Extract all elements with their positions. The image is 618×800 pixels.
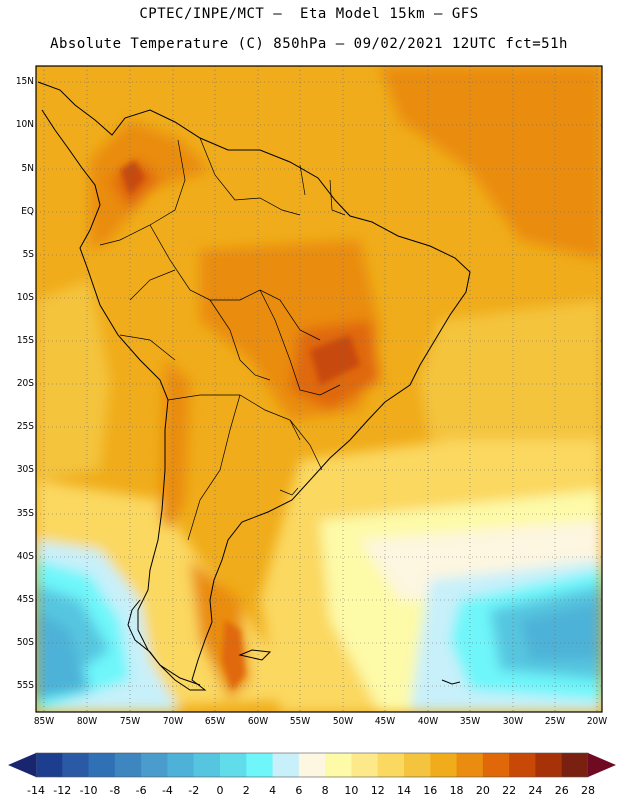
title-line-1: CPTEC/INPE/MCT – Eta Model 15km – GFS [139,6,479,22]
lat-label: 50S [16,637,34,648]
colorbar-cell [141,753,168,777]
colorbar-left-arrow [8,753,36,777]
colorbar-cell [167,753,195,777]
colorbar-cell [193,753,221,777]
lat-label: 30S [16,464,34,475]
lon-label: 65W [204,716,226,727]
lat-label: 5S [22,249,34,260]
colorbar-cell [114,753,142,777]
colorbar-label: 4 [269,784,277,797]
lat-label: 45S [16,594,34,605]
lon-label: 35W [459,716,481,727]
colorbar-label: 28 [581,784,595,797]
colorbar-label: -4 [161,784,173,797]
lon-label: 80W [76,716,98,727]
colorbar-label: 0 [216,784,224,797]
colorbar-cell [482,753,510,777]
colorbar-label: -14 [27,784,45,797]
colorbar-label: 2 [242,784,250,797]
lon-label: 25W [544,716,566,727]
colorbar-cell [325,753,352,777]
colorbar [8,752,616,778]
lat-label: 15N [15,76,34,87]
colorbar-cell [272,753,300,777]
lat-label: 10N [15,119,34,130]
lon-label: 85W [33,716,55,727]
colorbar-label: 26 [554,784,569,797]
colorbar-cell [220,753,247,777]
temperature-field [36,66,602,712]
lon-label: 70W [162,716,184,727]
lon-label: 40W [417,716,439,727]
lon-label: 50W [332,716,354,727]
colorbar-label: -10 [79,784,98,797]
colorbar-label: 12 [370,784,385,797]
lon-label: 75W [119,716,141,727]
colorbar-cell [404,753,431,777]
colorbar-label: 8 [321,784,329,797]
colorbar-cell [36,753,63,777]
colorbar-label: 16 [423,784,438,797]
colorbar-label: 14 [397,784,411,797]
lon-label: 55W [289,716,311,727]
lon-label: 30W [502,716,524,727]
lat-label: 25S [16,421,34,432]
colorbar-label: 6 [295,784,303,797]
lat-label: 5N [21,163,34,174]
lat-label: 35S [16,508,34,519]
lon-label: 20W [586,716,608,727]
lat-label: 55S [16,680,34,691]
colorbar-cell [62,753,90,777]
colorbar-label: -12 [53,784,72,797]
lon-label: 45W [374,716,396,727]
colorbar-label: 24 [528,784,543,797]
lat-label: 20S [16,378,34,389]
colorbar-cell [535,753,563,777]
colorbar-cell [456,753,484,777]
coastlines [37,81,471,691]
country-borders [99,137,346,541]
title-line-2: Absolute Temperature (C) 850hPa – 09/02/… [50,36,568,52]
colorbar-cell [351,753,379,777]
colorbar-label: 22 [502,784,517,797]
colorbar-label: 20 [475,784,490,797]
colorbar-cell [298,753,326,777]
lat-label: 15S [16,335,34,346]
colorbar-right-arrow [588,753,616,777]
colorbar-label: 18 [449,784,464,797]
lat-label: 10S [16,292,34,303]
colorbar-label: -8 [109,784,121,797]
lat-label: EQ [21,206,34,217]
colorbar-cell [561,753,589,777]
colorbar-label: 10 [344,784,359,797]
colorbar-cell [246,753,274,777]
colorbar-label: -2 [188,784,200,797]
colorbar-cell [509,753,536,777]
colorbar-cell [430,753,458,777]
temperature-map [35,65,603,713]
colorbar-cell [88,753,116,777]
colorbar-cell [377,753,405,777]
lat-label: 40S [16,551,34,562]
lon-label: 60W [247,716,269,727]
colorbar-label: -6 [135,784,147,797]
